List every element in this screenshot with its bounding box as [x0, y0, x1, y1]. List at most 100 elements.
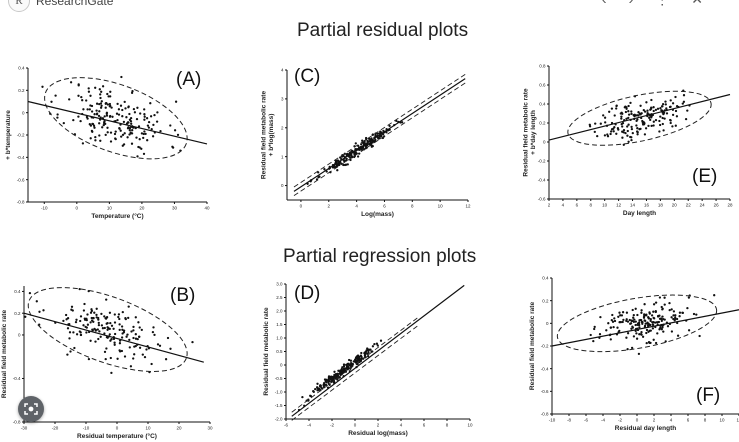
more-icon[interactable]: ⋮: [655, 0, 691, 7]
chart-e-point: [674, 109, 678, 113]
chart-f-point: [662, 317, 665, 321]
chart-a-point: [132, 107, 136, 111]
chart-e-point: [603, 116, 607, 119]
chart-b-point: [78, 287, 81, 291]
chart-f-point: [625, 319, 628, 323]
chart-a-point: [149, 115, 153, 118]
chart-e-point: [602, 114, 605, 117]
chart-b-fit-line: [23, 312, 204, 363]
chart-a-point: [104, 106, 107, 109]
chart-a-point: [114, 130, 117, 133]
chart-f-point: [698, 334, 701, 338]
chart-b-point: [113, 332, 117, 336]
chart-e-point: [642, 123, 646, 126]
chart-f-point: [643, 303, 646, 306]
chart-f-point: [647, 315, 650, 319]
chart-a-point: [125, 116, 128, 119]
chart-f-point: [651, 321, 654, 324]
chart-c-x-tick-label: 4: [355, 204, 358, 209]
lens-search-button[interactable]: [18, 396, 44, 422]
chart-e-point: [644, 127, 648, 130]
chart-e-point: [661, 105, 664, 108]
chart-d-point: [342, 365, 346, 368]
chart-c-point: [350, 150, 353, 153]
chart-f-fit-line: [551, 309, 739, 347]
chart-a-point: [110, 106, 113, 109]
chart-e-point: [609, 132, 612, 136]
chart-a-point: [108, 102, 112, 106]
chart-b-point: [103, 350, 107, 354]
chart-e-point: [627, 113, 631, 116]
chevron-right-icon[interactable]: ›: [629, 0, 656, 7]
chart-d-y-tick-label: 2.0: [276, 309, 283, 314]
chart-d-svg: -6 -4 -2 0 2 4 6 8 10 -2.0 -1.5 -1.0 -0.5 0 0.5 1.0 1.5 2…: [263, 282, 473, 437]
chart-f-point: [622, 318, 625, 322]
chart-d-y-tick-label: 3.0: [276, 282, 283, 287]
chart-f-x-tick-label: -10: [549, 418, 556, 423]
chart-d-point: [355, 356, 358, 359]
chart-b-point: [120, 325, 124, 328]
chart-b-point: [82, 324, 85, 327]
chart-f-x-label: Residual day length: [615, 425, 676, 432]
chart-b-point: [153, 333, 156, 337]
chart-f-point: [593, 325, 596, 329]
chart-f-point: [660, 317, 663, 320]
chart-a-point: [147, 126, 151, 129]
chart-e-point: [662, 111, 666, 114]
chart-a-point: [93, 126, 96, 129]
chart-b-point: [100, 312, 103, 316]
chart-a-y-tick-label: 0.2: [18, 88, 25, 93]
chart-e-point: [671, 102, 675, 105]
chart-f-point: [630, 327, 633, 330]
chart-a-point: [100, 100, 103, 103]
close-icon[interactable]: ✕: [691, 0, 725, 7]
chart-f-point: [642, 316, 646, 319]
chart-b-point: [124, 317, 127, 321]
chart-b-point: [101, 327, 105, 330]
site-name[interactable]: ResearchGate: [36, 0, 114, 8]
chart-d-point: [347, 365, 350, 368]
chart-c-point: [366, 139, 369, 143]
chart-c-x-tick-label: 2: [328, 204, 331, 209]
chart-b-point: [79, 319, 82, 323]
chart-e-point: [621, 112, 624, 115]
site-logo[interactable]: R: [8, 0, 30, 12]
chart-b-point: [92, 320, 95, 323]
chart-a-point: [113, 132, 117, 136]
chart-b-x-tick-label: 20: [176, 426, 182, 431]
chart-b-point: [121, 328, 124, 331]
chart-f-point: [661, 308, 664, 311]
chart-b-point: [79, 315, 83, 318]
chart-d-y-tick-label: -2.0: [275, 417, 283, 422]
chart-a-point: [118, 127, 121, 130]
chart-f-point: [654, 310, 657, 314]
chevron-left-icon[interactable]: ‹: [602, 0, 629, 7]
chart-b-point: [137, 321, 140, 324]
chart-d-point: [334, 373, 338, 376]
chart-b-point: [127, 316, 130, 320]
chart-a-point: [97, 114, 101, 118]
chart-d-point: [334, 375, 337, 378]
chart-e-point: [681, 102, 684, 105]
nav-icons: ‹›⋮✕: [602, 0, 725, 8]
chart-a-point: [106, 92, 109, 96]
chart-a-point: [93, 113, 96, 116]
chart-d-point: [324, 383, 328, 387]
chart-d-point: [322, 384, 325, 387]
chart-e-x-tick-label: 6: [576, 203, 579, 208]
chart-c-x-tick-label: 10: [438, 204, 444, 209]
chart-f-point: [634, 323, 637, 327]
chart-f-point: [593, 327, 596, 331]
chart-a-point: [79, 119, 82, 123]
chart-e-point: [649, 108, 652, 111]
chart-a-point: [107, 95, 110, 98]
chart-a-point: [146, 124, 150, 127]
chart-e-point: [665, 112, 669, 115]
chart-f-point: [611, 313, 614, 317]
chart-b-x-tick-label: 10: [145, 426, 151, 431]
chart-d-point: [353, 360, 356, 363]
chart-e-point: [608, 110, 611, 113]
chart-d-point: [346, 367, 349, 371]
chart-b-point: [95, 316, 98, 319]
chart-f-point: [605, 329, 608, 332]
